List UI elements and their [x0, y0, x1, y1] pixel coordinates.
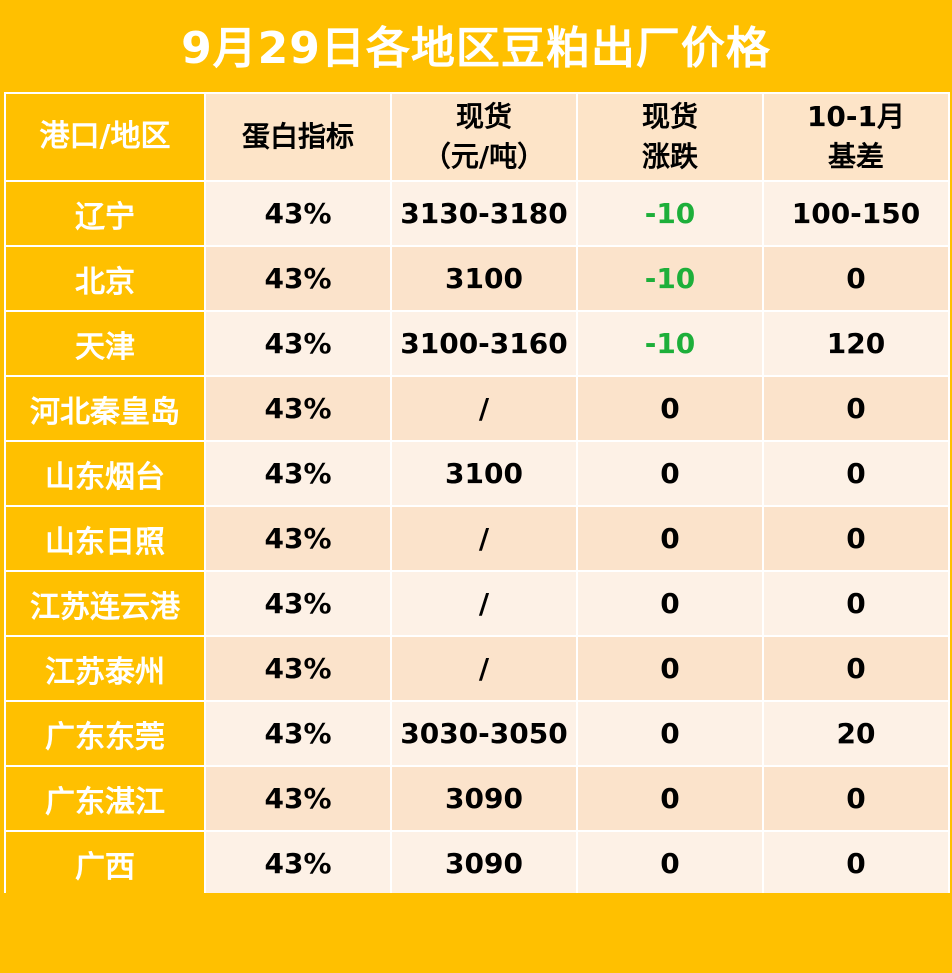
- header-basis: 10-1月 基差: [762, 92, 950, 182]
- cell-protein: 43%: [204, 245, 392, 312]
- cell-change: 0: [576, 700, 764, 767]
- cell-spot: /: [390, 505, 578, 572]
- cell-change: 0: [576, 765, 764, 832]
- header-change-line1: 现货: [641, 100, 698, 133]
- cell-basis: 0: [762, 765, 950, 832]
- cell-basis: 0: [762, 830, 950, 897]
- page-title: 9月29日各地区豆粕出厂价格: [181, 23, 771, 74]
- cell-region: 北京: [4, 245, 206, 312]
- table-row: 天津 43% 3100-3160 -10 120: [4, 310, 950, 377]
- footer-band: [0, 893, 952, 973]
- cell-spot: 3030-3050: [390, 700, 578, 767]
- table-row: 山东烟台 43% 3100 0 0: [4, 440, 950, 507]
- header-basis-line1: 10-1月: [806, 100, 906, 133]
- header-protein: 蛋白指标: [204, 92, 392, 182]
- cell-change: -10: [576, 180, 764, 247]
- cell-spot: 3130-3180: [390, 180, 578, 247]
- cell-region: 山东烟台: [4, 440, 206, 507]
- cell-region: 江苏泰州: [4, 635, 206, 702]
- cell-region: 河北秦皇岛: [4, 375, 206, 442]
- cell-basis: 0: [762, 505, 950, 572]
- table-row: 河北秦皇岛 43%/0 0: [4, 375, 950, 442]
- header-spot-line1: 现货: [455, 100, 512, 133]
- cell-change: 0: [576, 505, 764, 572]
- cell-change: 0: [576, 375, 764, 442]
- table-row: 江苏连云港 43%/0 0: [4, 570, 950, 637]
- cell-region: 广东东莞: [4, 700, 206, 767]
- cell-basis: 0: [762, 245, 950, 312]
- cell-protein: 43%: [204, 765, 392, 832]
- header-region: 港口/地区: [4, 92, 206, 182]
- cell-protein: 43%: [204, 310, 392, 377]
- table-row: 山东日照 43%/0 0: [4, 505, 950, 572]
- cell-basis: 0: [762, 375, 950, 442]
- cell-spot: 3090: [390, 765, 578, 832]
- cell-basis: 0: [762, 440, 950, 507]
- cell-spot: 3100: [390, 440, 578, 507]
- cell-change: -10: [576, 310, 764, 377]
- cell-spot: 3100-3160: [390, 310, 578, 377]
- header-spot: 现货 （元/吨）: [390, 92, 578, 182]
- cell-basis: 120: [762, 310, 950, 377]
- cell-change: 0: [576, 570, 764, 637]
- cell-region: 辽宁: [4, 180, 206, 247]
- cell-protein: 43%: [204, 180, 392, 247]
- cell-change: 0: [576, 830, 764, 897]
- cell-change: 0: [576, 635, 764, 702]
- table-row: 江苏泰州 43%/0 0: [4, 635, 950, 702]
- cell-region: 山东日照: [4, 505, 206, 572]
- header-change-line2: 涨跌: [641, 140, 698, 173]
- cell-region: 广西: [4, 830, 206, 897]
- table-row: 广东湛江 43% 3090 0 0: [4, 765, 950, 832]
- header-row: 港口/地区 蛋白指标 现货 （元/吨） 现货 涨跌 10-1月 基差: [4, 92, 950, 182]
- cell-spot: /: [390, 635, 578, 702]
- cell-spot: 3090: [390, 830, 578, 897]
- table-body: 辽宁 43% 3130-3180 -10 100-150 北京 43% 3100 -10 0 天津 4…: [4, 180, 950, 897]
- cell-region: 天津: [4, 310, 206, 377]
- header-change: 现货 涨跌: [576, 92, 764, 182]
- cell-protein: 43%: [204, 440, 392, 507]
- cell-spot: /: [390, 375, 578, 442]
- table-row: 广东东莞 43% 3030-3050 0 20: [4, 700, 950, 767]
- cell-protein: 43%: [204, 505, 392, 572]
- table-row: 辽宁 43% 3130-3180 -10 100-150: [4, 180, 950, 247]
- table-row: 北京 43% 3100 -10 0: [4, 245, 950, 312]
- cell-protein: 43%: [204, 830, 392, 897]
- cell-region: 江苏连云港: [4, 570, 206, 637]
- cell-basis: 0: [762, 635, 950, 702]
- cell-basis: 100-150: [762, 180, 950, 247]
- cell-change: -10: [576, 245, 764, 312]
- price-table: 港口/地区 蛋白指标 现货 （元/吨） 现货 涨跌 10-1月 基差 辽宁 43%…: [4, 92, 950, 897]
- cell-change: 0: [576, 440, 764, 507]
- cell-spot: /: [390, 570, 578, 637]
- cell-region: 广东湛江: [4, 765, 206, 832]
- cell-protein: 43%: [204, 700, 392, 767]
- header-basis-line2: 基差: [827, 140, 884, 173]
- cell-protein: 43%: [204, 635, 392, 702]
- cell-protein: 43%: [204, 570, 392, 637]
- table-row: 广西 43% 3090 0 0: [4, 830, 950, 897]
- cell-spot: 3100: [390, 245, 578, 312]
- header-spot-line2: （元/吨）: [422, 140, 546, 173]
- cell-basis: 0: [762, 570, 950, 637]
- cell-protein: 43%: [204, 375, 392, 442]
- cell-basis: 20: [762, 700, 950, 767]
